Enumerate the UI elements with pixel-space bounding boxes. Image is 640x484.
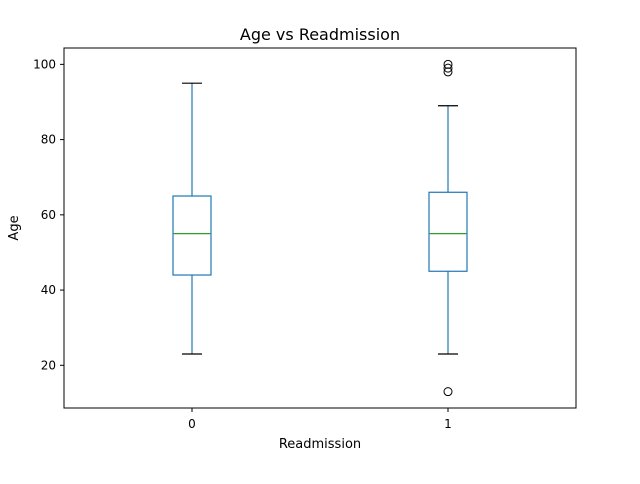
plot-frame xyxy=(63,47,577,409)
y-tick-label: 20 xyxy=(41,358,56,372)
iqr-box xyxy=(172,195,212,276)
y-tick-label: 100 xyxy=(33,57,56,71)
y-tick-label: 60 xyxy=(41,208,56,222)
y-tick-label: 40 xyxy=(41,283,56,297)
outlier-point xyxy=(443,59,453,69)
x-tick-label: 0 xyxy=(188,417,196,431)
x-axis-label: Readmission xyxy=(279,437,361,452)
chart-title: Age vs Readmission xyxy=(240,25,400,44)
y-axis-label: Age xyxy=(7,215,22,240)
plot-area: 20 40 60 80 100 0 1 xyxy=(33,47,577,431)
outlier-point xyxy=(443,63,453,73)
y-tick-label: 80 xyxy=(41,133,56,147)
outlier-point xyxy=(443,387,453,397)
x-tick-label: 1 xyxy=(444,417,452,431)
iqr-box xyxy=(428,191,468,272)
